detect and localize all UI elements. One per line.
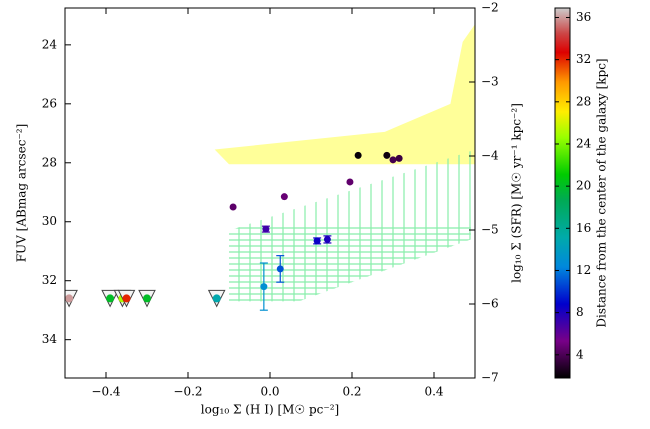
y-axis-label: FUV [ABmag arcsec⁻²] — [15, 124, 29, 263]
colorbar-tick-label: 24 — [576, 136, 592, 150]
data-point — [276, 265, 284, 273]
data-point — [262, 225, 270, 233]
y-tick-label: 24 — [42, 37, 58, 51]
data-point — [395, 154, 403, 162]
data-point — [229, 203, 237, 211]
colorbar-tick-label: 32 — [576, 52, 591, 66]
colorbar-tick-label: 16 — [576, 221, 591, 235]
y-tick-label: 32 — [42, 273, 57, 287]
upper-limit-point — [212, 294, 221, 303]
y2-tick-label: −5 — [481, 223, 499, 237]
y2-tick-label: −4 — [481, 149, 499, 163]
x-tick-label: 0.4 — [424, 385, 443, 399]
model-region — [229, 150, 471, 302]
y2-tick-label: −7 — [481, 371, 499, 385]
y2-axis-label: log₁₀ Σ (SFR) [M☉ yr⁻¹ kpc⁻²] — [510, 103, 524, 283]
colorbar-tick-label: 4 — [576, 347, 584, 361]
y-tick-label: 28 — [42, 155, 57, 169]
upper-limit-point — [65, 294, 74, 303]
y2-tick-label: −6 — [481, 297, 499, 311]
colorbar-tick-label: 36 — [576, 10, 591, 24]
y2-tick-label: −3 — [481, 75, 499, 89]
colorbar-label: Distance from the center of the galaxy [… — [595, 58, 609, 327]
x-tick-label: 0.2 — [342, 385, 361, 399]
y-tick-label: 30 — [42, 214, 57, 228]
data-point — [389, 156, 397, 164]
data-point — [313, 237, 321, 245]
y-tick-label: 34 — [42, 332, 58, 346]
upper-limit-point — [122, 294, 131, 303]
upper-limit-point — [106, 294, 115, 303]
data-point — [260, 283, 268, 291]
upper-limit-point — [143, 294, 151, 303]
data-point — [323, 235, 331, 243]
data-point — [354, 151, 362, 159]
colorbar-tick-label: 8 — [576, 305, 584, 319]
colorbar — [554, 7, 571, 379]
colorbar-tick-label: 28 — [576, 94, 591, 108]
y2-tick-label: −2 — [481, 1, 499, 15]
x-axis-label: log₁₀ Σ (H I) [M☉ pc⁻²] — [201, 403, 339, 417]
x-tick-label: 0.0 — [260, 385, 279, 399]
y-tick-label: 26 — [42, 96, 57, 110]
colorbar-tick-label: 20 — [576, 179, 591, 193]
data-point — [346, 178, 354, 186]
data-point — [383, 151, 391, 159]
x-tick-label: −0.2 — [173, 385, 202, 399]
x-tick-label: −0.4 — [91, 385, 121, 399]
colorbar-tick-label: 12 — [576, 263, 591, 277]
data-point — [280, 193, 288, 201]
upper-region — [214, 24, 475, 165]
plot-frame — [64, 7, 476, 379]
